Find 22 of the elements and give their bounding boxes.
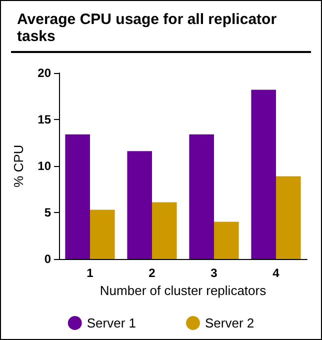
y-tick-label: 5	[44, 206, 52, 220]
bar	[152, 202, 177, 259]
x-tick-label: 4	[272, 266, 280, 280]
bar	[214, 222, 239, 259]
x-tick-label: 2	[148, 266, 156, 280]
legend-label: Server 1	[86, 316, 136, 330]
bar	[65, 134, 90, 259]
bar	[251, 90, 276, 259]
chart-title: Average CPU usage for all replicator tasks	[11, 1, 311, 53]
x-tick-label: 3	[210, 266, 218, 280]
bar	[189, 134, 214, 259]
x-axis-title: Number of cluster replicators	[100, 282, 267, 298]
y-tick-label: 10	[38, 159, 52, 173]
y-tick-label: 20	[38, 66, 52, 80]
y-tick-label: 15	[38, 112, 52, 126]
bar	[90, 210, 115, 259]
y-tick-label: 0	[44, 252, 52, 266]
x-tick-label: 1	[86, 266, 94, 280]
legend-label: Server 2	[205, 316, 254, 330]
bar	[276, 176, 301, 259]
y-axis-title: % CPU	[11, 144, 26, 188]
bar	[127, 151, 152, 259]
